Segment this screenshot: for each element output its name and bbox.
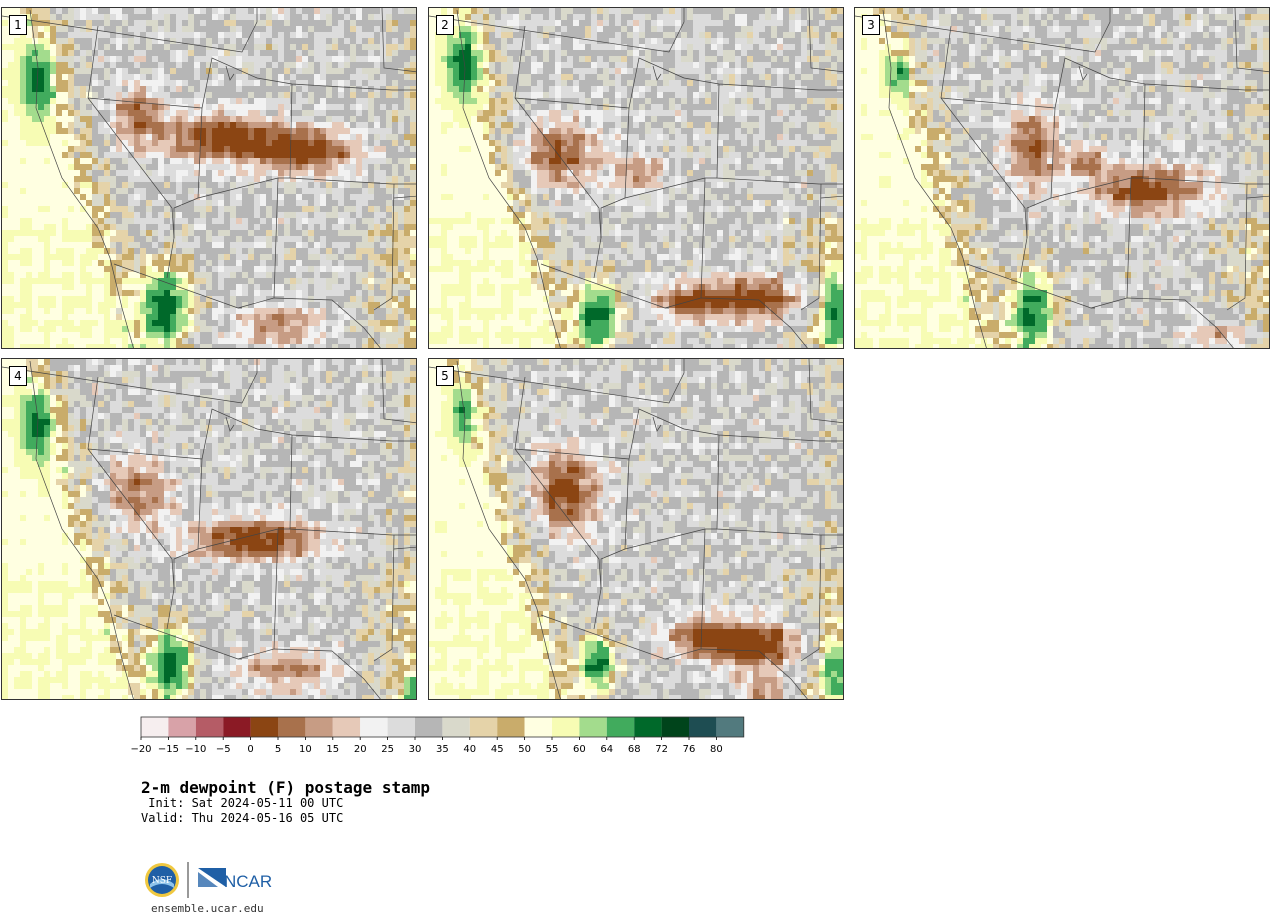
member-label-1: 1 (9, 15, 27, 35)
colorbar-tick-label: 80 (710, 744, 723, 755)
colorbar-tick-label: 45 (491, 744, 504, 755)
state-boundaries (429, 359, 843, 699)
state-boundaries (2, 8, 416, 348)
stamp-panel-5: 5 (428, 358, 844, 700)
dewpoint-field (855, 8, 1269, 348)
colorbar-tick-label: 25 (381, 744, 394, 755)
colorbar-tick-label: 55 (546, 744, 559, 755)
member-label-3: 3 (862, 15, 880, 35)
dewpoint-map-5 (429, 359, 843, 699)
ncar-logo: NCAR (198, 868, 272, 891)
colorbar-tick-label: −10 (185, 744, 206, 755)
colorbar-tick-label: 15 (326, 744, 339, 755)
colorbar-swatch (250, 717, 278, 737)
nsf-logo: NSF (145, 863, 179, 897)
colorbar-swatch (606, 717, 635, 737)
stamp-panel-3: 3 (854, 7, 1270, 349)
colorbar-swatch (415, 717, 443, 737)
member-label-2: 2 (436, 15, 454, 35)
stamp-panel-4: 4 (1, 358, 417, 700)
dewpoint-map-2 (429, 8, 843, 348)
state-boundaries (2, 359, 416, 699)
colorbar-swatch (278, 717, 306, 737)
colorbar-swatch (524, 717, 552, 737)
dewpoint-field (429, 8, 843, 348)
dewpoint-map-4 (2, 359, 416, 699)
colorbar-tick-label: −5 (216, 744, 231, 755)
stamp-panel-1: 1 (1, 7, 417, 349)
colorbar-tick-label: 5 (275, 744, 281, 755)
colorbar-tick-label: 0 (247, 744, 253, 755)
product-title: 2-m dewpoint (F) postage stamp (141, 778, 430, 797)
site-url: ensemble.ucar.edu (151, 902, 264, 915)
colorbar-swatch (387, 717, 415, 737)
dewpoint-field (2, 359, 416, 699)
colorbar-swatch (716, 717, 744, 737)
colorbar-tick-label: 40 (463, 744, 476, 755)
valid-time: Valid: Thu 2024-05-16 05 UTC (141, 811, 343, 825)
colorbar-tick-label: 72 (655, 744, 668, 755)
colorbar-swatch (141, 717, 169, 737)
colorbar-swatch (661, 717, 689, 737)
colorbar-swatch (497, 717, 525, 737)
colorbar-tick-label: −15 (158, 744, 179, 755)
colorbar-swatch (168, 717, 196, 737)
colorbar-tick-label: −20 (130, 744, 151, 755)
colorbar-swatch (469, 717, 498, 737)
colorbar-swatch (552, 717, 580, 737)
colorbar-tick-label: 76 (683, 744, 696, 755)
colorbar-tick-label: 60 (573, 744, 586, 755)
member-label-4: 4 (9, 366, 27, 386)
colorbar-tick-label: 30 (409, 744, 422, 755)
colorbar-tick-label: 64 (600, 744, 613, 755)
init-time: Init: Sat 2024-05-11 00 UTC (141, 796, 343, 810)
colorbar-swatch (305, 717, 333, 737)
member-label-5: 5 (436, 366, 454, 386)
nsf-logo-text: NSF (152, 876, 172, 886)
colorbar-tick-label: 68 (628, 744, 641, 755)
colorbar-swatch (332, 717, 361, 737)
colorbar-tick-label: 20 (354, 744, 367, 755)
dewpoint-map-1 (2, 8, 416, 348)
colorbar-swatch (442, 717, 470, 737)
nsf-ncar-logo: NSF NCAR (145, 862, 272, 898)
dewpoint-colorbar: −20 −15 −10 −5 0 5 10 15 20 25 30 35 40 45 50 55 60 64 68 7… (130, 716, 745, 755)
colorbar-tick-label: 10 (299, 744, 312, 755)
colorbar-swatch (223, 717, 251, 737)
ncar-logo-text: NCAR (224, 872, 272, 891)
colorbar-tick-label: 50 (518, 744, 531, 755)
colorbar-swatch (689, 717, 717, 737)
colorbar-swatch (579, 717, 607, 737)
dewpoint-map-3 (855, 8, 1269, 348)
colorbar-swatch (195, 717, 224, 737)
state-boundaries (429, 8, 843, 348)
state-boundaries (855, 8, 1269, 348)
dewpoint-field (2, 8, 416, 348)
colorbar-swatch (634, 717, 662, 737)
colorbar-swatch (360, 717, 388, 737)
stamp-panel-2: 2 (428, 7, 844, 349)
colorbar-tick-label: 35 (436, 744, 449, 755)
